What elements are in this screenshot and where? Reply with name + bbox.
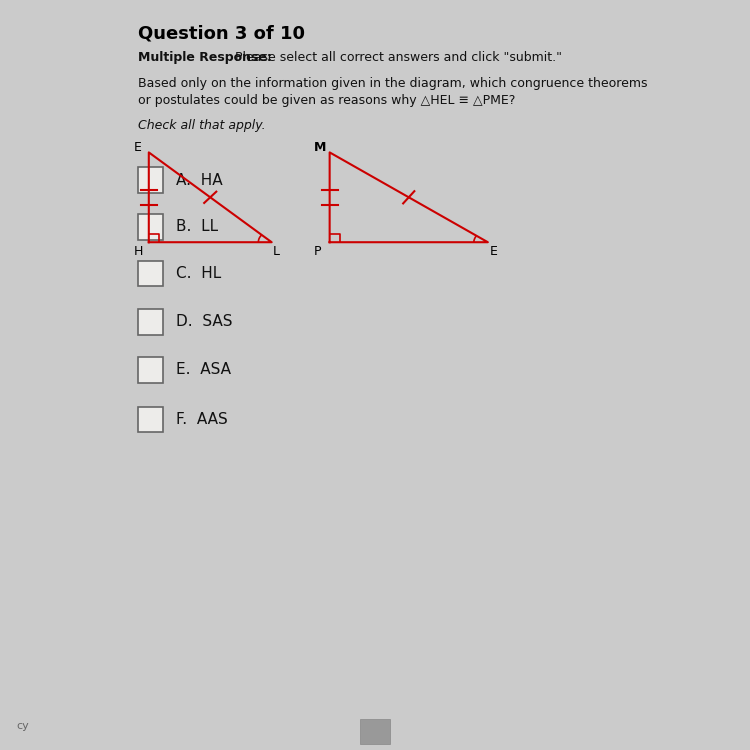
Bar <box>137 167 164 193</box>
Bar <box>137 261 164 286</box>
Bar <box>137 309 164 334</box>
Text: F.  AAS: F. AAS <box>176 412 228 427</box>
Text: C.  HL: C. HL <box>176 266 221 281</box>
Text: A.  HA: A. HA <box>176 172 223 188</box>
Bar <box>137 214 164 239</box>
Bar <box>137 357 164 382</box>
Text: P: P <box>314 245 322 258</box>
Text: D.  SAS: D. SAS <box>176 314 232 329</box>
Bar <box>360 719 390 744</box>
Text: Check all that apply.: Check all that apply. <box>137 119 266 132</box>
Text: M: M <box>314 141 326 154</box>
Text: Please select all correct answers and click "submit.": Please select all correct answers and cl… <box>230 51 562 64</box>
Text: L: L <box>273 245 280 258</box>
Text: cy: cy <box>16 722 29 731</box>
Text: Multiple Response:: Multiple Response: <box>137 51 272 64</box>
Text: E.  ASA: E. ASA <box>176 362 231 377</box>
Text: or postulates could be given as reasons why △HEL ≡ △PME?: or postulates could be given as reasons … <box>137 94 515 106</box>
Text: B.  LL: B. LL <box>176 219 218 234</box>
Text: E: E <box>134 141 142 154</box>
Text: Based only on the information given in the diagram, which congruence theorems: Based only on the information given in t… <box>137 76 647 89</box>
Text: H: H <box>134 245 143 258</box>
Text: Question 3 of 10: Question 3 of 10 <box>137 25 304 43</box>
Bar <box>137 406 164 432</box>
Text: E: E <box>490 245 498 258</box>
